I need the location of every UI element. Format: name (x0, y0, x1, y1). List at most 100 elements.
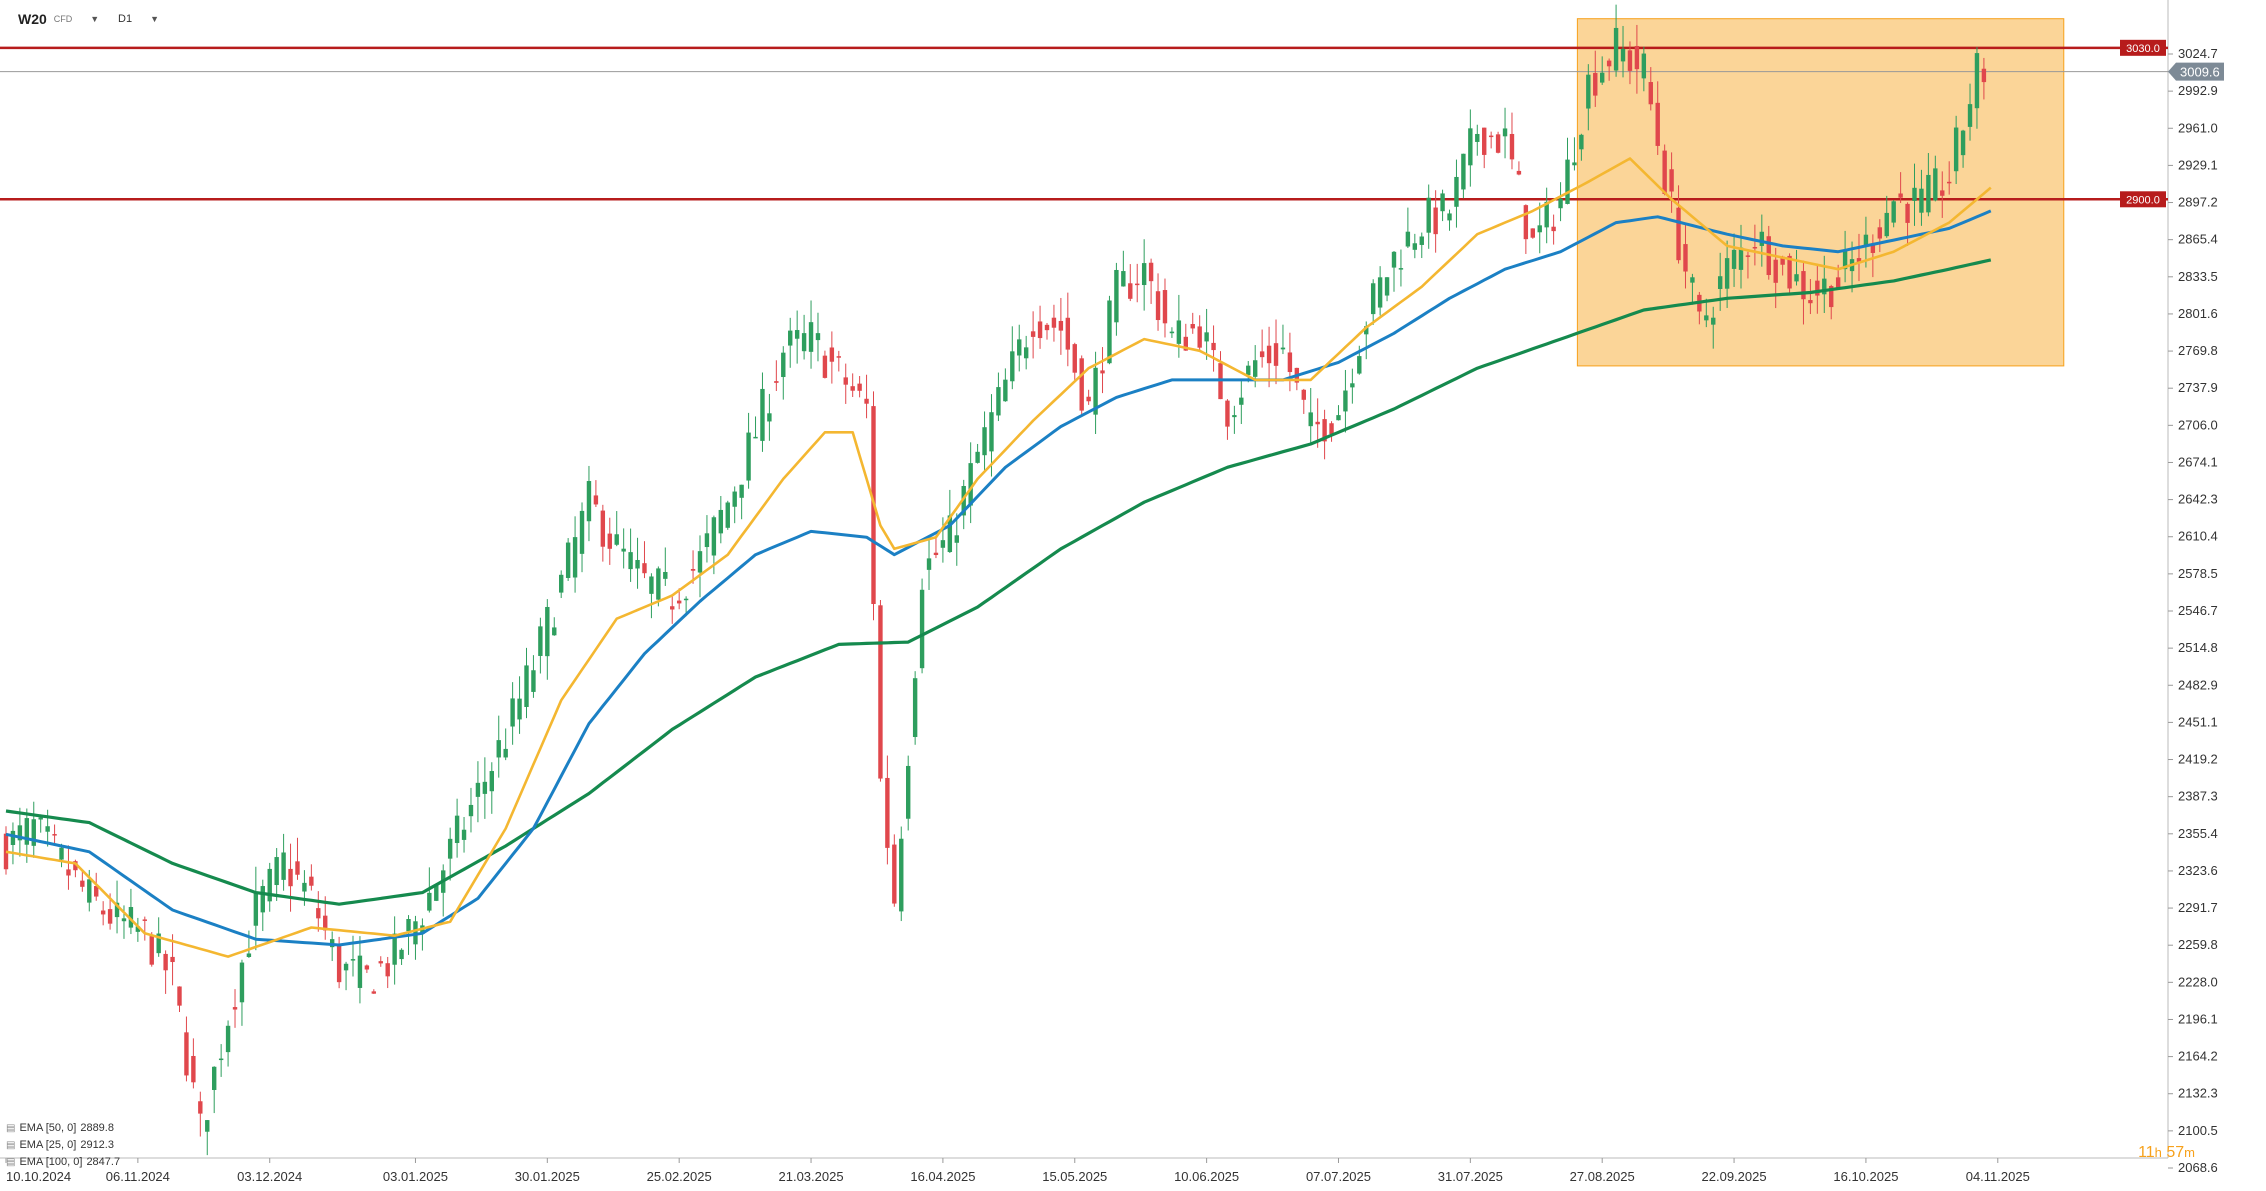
candle-body (1107, 300, 1112, 364)
candle-body (926, 558, 932, 570)
y-tick-label: 2228.0 (2178, 974, 2218, 989)
candle-body (1676, 207, 1681, 261)
y-tick-label: 2514.8 (2178, 640, 2218, 655)
candle-body (1745, 255, 1751, 257)
candle-body (1197, 326, 1202, 348)
y-tick-label: 2833.5 (2178, 269, 2218, 284)
candle-body (878, 605, 883, 779)
candle-body (1398, 268, 1404, 270)
y-tick-label: 2546.7 (2178, 603, 2218, 618)
candle-body (1641, 53, 1647, 79)
candle-body (1017, 339, 1022, 356)
candle-body (1905, 203, 1910, 223)
candle-body (586, 481, 592, 522)
candle-body (1148, 262, 1154, 282)
candle-body (1516, 170, 1522, 175)
candle-body (1773, 259, 1778, 283)
indicator-settings-icon[interactable]: ▤ (6, 1140, 16, 1151)
legend-item-ema25[interactable]: ▤ EMA [25, 0] 2912.3 (6, 1137, 120, 1154)
candle-body (3, 833, 9, 870)
legend-value: 2847.7 (86, 1156, 121, 1168)
candle-body (461, 829, 467, 840)
candle-body (1530, 228, 1535, 238)
time-axis: 10.10.2024 06.11.2024 03.12.2024 03.01.2025… (5, 1158, 2030, 1184)
candle-body (1169, 331, 1175, 334)
candle-body (1981, 68, 1987, 83)
candle-body (357, 955, 363, 988)
candle-body (1669, 169, 1674, 192)
legend-item-ema100[interactable]: ▤ EMA [100, 0] 2847.7 (6, 1154, 120, 1171)
candle-body (1058, 320, 1064, 331)
candle-body (822, 355, 828, 378)
candle-body (1162, 290, 1168, 324)
candle-body (205, 1120, 210, 1132)
candle-body (1759, 231, 1765, 246)
legend-item-ema50[interactable]: ▤ EMA [50, 0] 2889.8 (6, 1120, 120, 1137)
candle-body (829, 347, 835, 362)
candle-body (621, 548, 626, 552)
candle-body (1829, 286, 1834, 308)
level-label-bg (2120, 191, 2166, 208)
y-tick-label: 2769.8 (2178, 343, 2218, 358)
candle-body (538, 626, 543, 656)
candle-body (371, 991, 377, 994)
candle-body (1412, 243, 1418, 250)
candle-body (1683, 244, 1688, 272)
x-tick-label: 25.02.2025 (647, 1169, 712, 1184)
candle-body (552, 627, 557, 636)
candle-body (475, 782, 481, 797)
price-axis: 3024.7 2992.9 2961.0 2929.1 2897.2 2865.4 2833… (2168, 46, 2218, 1175)
candle-body (350, 959, 356, 961)
candle-body (1960, 130, 1966, 156)
candle-body (1953, 127, 1959, 172)
candle-body (170, 956, 175, 963)
candle-body (1794, 274, 1799, 282)
candle-body (1204, 332, 1209, 342)
candle-body (982, 427, 987, 456)
candle-body (1835, 277, 1841, 288)
candle-body (156, 933, 161, 954)
candle-body (517, 698, 522, 720)
candle-body (1912, 187, 1917, 201)
candle-body (232, 1007, 238, 1010)
candle-body (59, 847, 64, 860)
candle-body (1495, 134, 1501, 153)
y-tick-label: 2865.4 (2178, 232, 2218, 247)
last-price-tag (2168, 62, 2224, 81)
candle-body (503, 748, 508, 758)
candle-body (947, 515, 953, 553)
candle-body (1225, 400, 1230, 427)
candle-body (1947, 181, 1952, 184)
candle-body (1613, 27, 1619, 71)
candle-body (559, 574, 564, 593)
candle-body (531, 670, 536, 692)
candle-body (670, 606, 675, 610)
candle-body (1801, 271, 1806, 300)
y-tick-label: 2387.3 (2178, 789, 2218, 804)
candle-body (690, 568, 696, 571)
candle-body (281, 852, 286, 880)
candle-body (1780, 256, 1785, 265)
candle-body (1606, 60, 1612, 67)
candle-body (66, 869, 71, 876)
candle-body (385, 963, 390, 977)
timeframe-selector[interactable]: D1 ▼ (118, 8, 159, 30)
candle-body (246, 953, 252, 957)
legend-label: EMA [50, 0] (19, 1122, 77, 1134)
candle-body (212, 1066, 217, 1090)
candle-body (191, 1055, 196, 1083)
ema100-line (5, 258, 1992, 906)
candle-body (1072, 344, 1077, 373)
candle-body (711, 517, 717, 556)
indicator-settings-icon[interactable]: ▤ (6, 1157, 16, 1168)
candle-body (128, 907, 134, 928)
candle-body (836, 356, 841, 358)
candle-body (801, 333, 807, 352)
symbol-selector[interactable]: W20 CFD ▼ (18, 8, 99, 30)
x-tick-label: 27.08.2025 (1570, 1169, 1635, 1184)
candle-body (614, 534, 619, 545)
indicator-settings-icon[interactable]: ▤ (6, 1123, 16, 1134)
candle-body (316, 908, 321, 919)
candle-body (1877, 227, 1882, 239)
